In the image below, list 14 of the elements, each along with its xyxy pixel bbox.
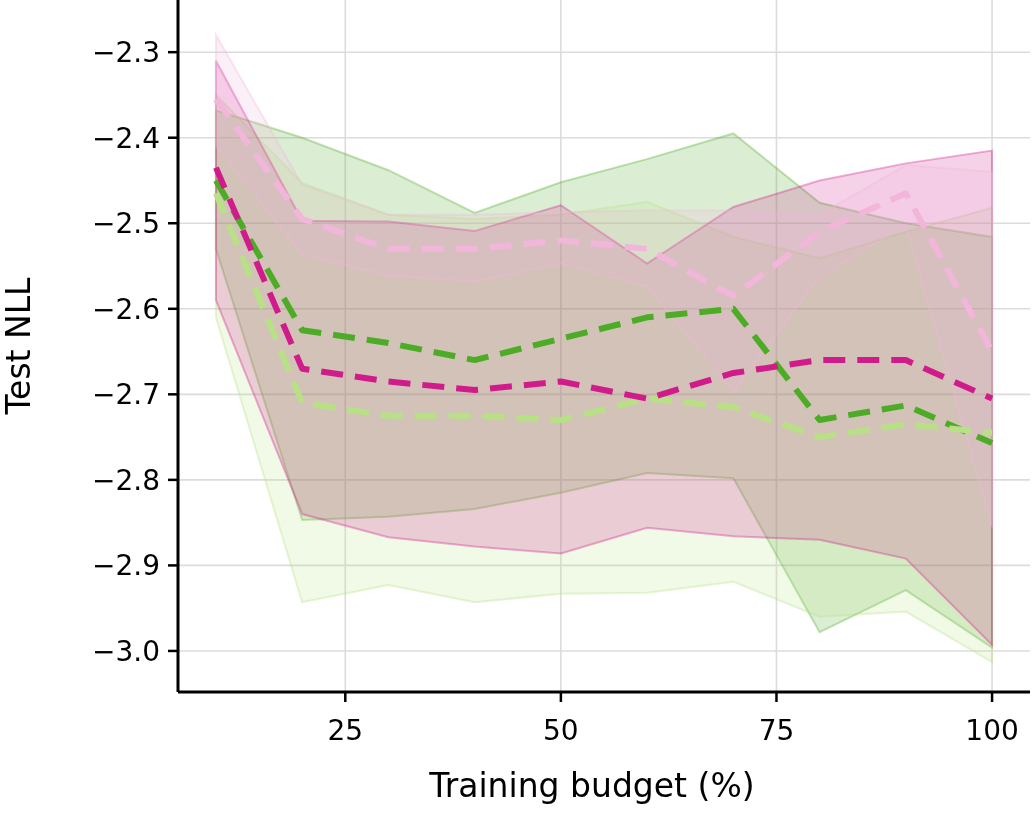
x-tick-label: 25 [327,714,364,747]
y-tick-label: −2.3 [92,35,160,69]
y-tick-label: −2.8 [92,463,160,497]
y-tick-label: −2.4 [92,121,160,155]
y-tick-label: −3.0 [92,634,160,668]
y-tick-label: −2.7 [92,378,160,412]
x-tick-label: 100 [965,714,1019,747]
y-tick-label: −2.9 [92,549,160,583]
x-axis-title: Training budget (%) [428,766,755,805]
x-tick-label: 50 [543,714,579,747]
x-tick-label: 75 [758,714,795,747]
y-axis-title: Test NLL [0,276,38,416]
y-tick-label: −2.6 [92,292,160,326]
y-tick-label: −2.5 [92,207,160,241]
